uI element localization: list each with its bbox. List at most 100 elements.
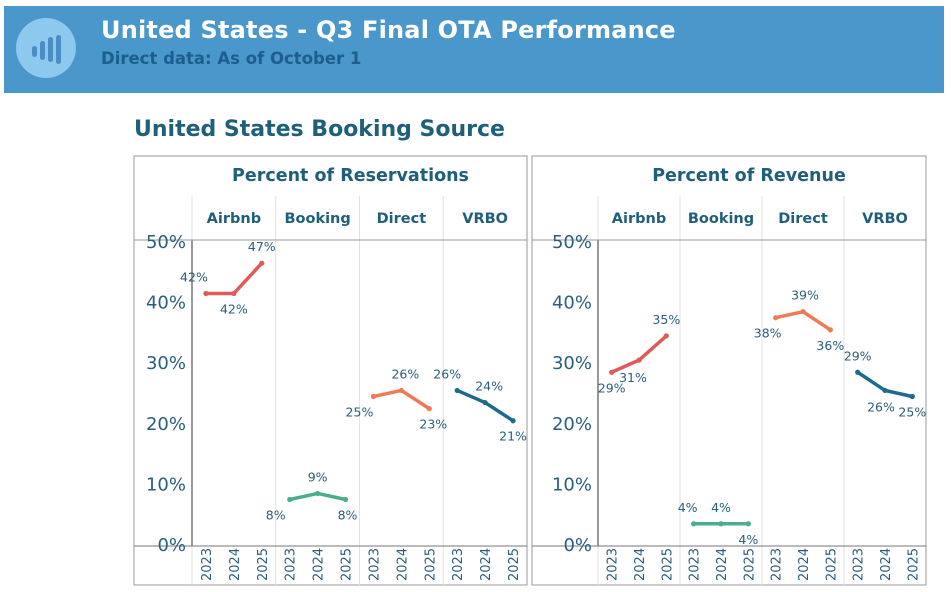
x-tick-label: 2023 bbox=[367, 548, 382, 581]
data-label: 9% bbox=[308, 469, 328, 484]
x-tick-label: 2025 bbox=[742, 548, 757, 581]
data-label: 29% bbox=[598, 380, 626, 395]
data-point bbox=[827, 327, 833, 333]
y-tick-label: 50% bbox=[146, 232, 186, 253]
panel-border bbox=[133, 155, 528, 586]
category-label-vrbo: VRBO bbox=[862, 211, 908, 227]
data-label: 42% bbox=[220, 301, 248, 316]
data-point bbox=[454, 387, 460, 394]
data-point bbox=[773, 315, 779, 321]
y-tick-label: 20% bbox=[146, 414, 186, 435]
data-label: 38% bbox=[754, 326, 782, 341]
series-line-vrbo bbox=[455, 388, 515, 423]
category-label-booking: Booking bbox=[284, 211, 350, 227]
y-tick-label: 10% bbox=[146, 474, 186, 495]
x-tick-label: 2024 bbox=[228, 548, 243, 581]
x-tick-label: 2025 bbox=[340, 548, 355, 581]
data-label: 25% bbox=[346, 405, 374, 420]
data-point bbox=[510, 418, 516, 424]
x-tick-label: 2023 bbox=[770, 548, 785, 581]
x-tick-label: 2024 bbox=[633, 548, 648, 581]
x-tick-label: 2025 bbox=[906, 548, 921, 581]
data-point bbox=[398, 387, 404, 394]
x-tick-label: 2023 bbox=[284, 548, 299, 581]
data-point bbox=[342, 496, 349, 503]
data-point bbox=[882, 387, 888, 394]
series-line-direct bbox=[773, 309, 833, 332]
x-tick-label: 2025 bbox=[507, 548, 522, 581]
data-label: 4% bbox=[678, 500, 698, 515]
data-label: 25% bbox=[898, 405, 926, 420]
data-point bbox=[609, 369, 615, 375]
panel-title: Percent of Revenue bbox=[652, 166, 846, 186]
data-label: 35% bbox=[652, 312, 680, 327]
y-tick-label: 10% bbox=[552, 474, 592, 495]
series-line-direct bbox=[371, 388, 432, 411]
x-tick-label: 2023 bbox=[852, 548, 867, 581]
data-point bbox=[636, 357, 642, 363]
data-point bbox=[718, 521, 724, 527]
y-tick-label: 20% bbox=[552, 414, 592, 435]
data-point bbox=[745, 521, 751, 527]
data-label: 26% bbox=[433, 366, 461, 381]
y-tick-label: 0% bbox=[157, 535, 186, 556]
category-label-airbnb: Airbnb bbox=[207, 211, 261, 227]
y-tick-label: 30% bbox=[146, 353, 186, 374]
data-point bbox=[482, 399, 488, 406]
x-tick-label: 2023 bbox=[451, 548, 466, 581]
section-title: United States Booking Source bbox=[134, 117, 505, 142]
data-label: 21% bbox=[499, 429, 527, 444]
x-tick-label: 2025 bbox=[256, 548, 271, 581]
x-tick-label: 2025 bbox=[824, 548, 839, 581]
data-label: 26% bbox=[867, 399, 895, 414]
series-line-airbnb bbox=[609, 334, 669, 375]
chart-panel-revenue: Percent of Revenue Airbnb Booking Direct VRB… bbox=[531, 155, 927, 586]
x-tick-label: 2024 bbox=[879, 548, 894, 581]
panel-border bbox=[531, 155, 927, 586]
data-label: 24% bbox=[475, 379, 503, 394]
data-point bbox=[259, 260, 265, 266]
data-label: 23% bbox=[419, 417, 447, 432]
page-title: United States - Q3 Final OTA Performance bbox=[101, 16, 676, 44]
data-point bbox=[855, 369, 861, 375]
data-point bbox=[370, 393, 377, 400]
y-tick-label: 40% bbox=[146, 293, 186, 314]
y-tick-label: 40% bbox=[552, 293, 592, 314]
data-label: 8% bbox=[338, 508, 358, 523]
data-point bbox=[800, 309, 806, 315]
y-tick-label: 50% bbox=[552, 232, 592, 253]
data-point bbox=[909, 393, 915, 400]
bar-chart-icon bbox=[16, 18, 76, 78]
x-tick-label: 2024 bbox=[479, 548, 494, 581]
category-label-direct: Direct bbox=[778, 211, 828, 227]
data-point bbox=[426, 406, 432, 412]
data-label: 31% bbox=[619, 370, 647, 385]
category-label-direct: Direct bbox=[377, 211, 427, 227]
data-label: 39% bbox=[791, 288, 819, 303]
x-tick-label: 2025 bbox=[660, 548, 675, 581]
x-tick-label: 2023 bbox=[688, 548, 703, 581]
data-label: 26% bbox=[391, 366, 419, 381]
data-point bbox=[691, 521, 697, 527]
x-tick-label: 2024 bbox=[395, 548, 410, 581]
data-point bbox=[663, 333, 669, 339]
y-tick-label: 30% bbox=[552, 353, 592, 374]
header-banner: United States - Q3 Final OTA Performance… bbox=[4, 6, 944, 93]
category-label-booking: Booking bbox=[688, 211, 754, 227]
x-tick-label: 2024 bbox=[797, 548, 812, 581]
data-point bbox=[287, 496, 293, 503]
data-label: 4% bbox=[738, 532, 758, 547]
chart-panel-reservations: Percent of Reservations Airbnb Booking Dire… bbox=[133, 155, 528, 586]
data-label: 47% bbox=[248, 239, 276, 254]
data-label: 8% bbox=[266, 508, 286, 523]
category-label-airbnb: Airbnb bbox=[612, 211, 666, 227]
y-tick-label: 0% bbox=[563, 535, 592, 556]
x-tick-label: 2023 bbox=[200, 548, 215, 581]
x-tick-label: 2023 bbox=[606, 548, 621, 581]
page-subtitle: Direct data: As of October 1 bbox=[101, 49, 362, 68]
x-tick-label: 2025 bbox=[423, 548, 438, 581]
data-point bbox=[203, 290, 209, 297]
x-tick-label: 2024 bbox=[715, 548, 730, 581]
data-label: 42% bbox=[180, 269, 208, 284]
data-label: 36% bbox=[816, 338, 844, 353]
